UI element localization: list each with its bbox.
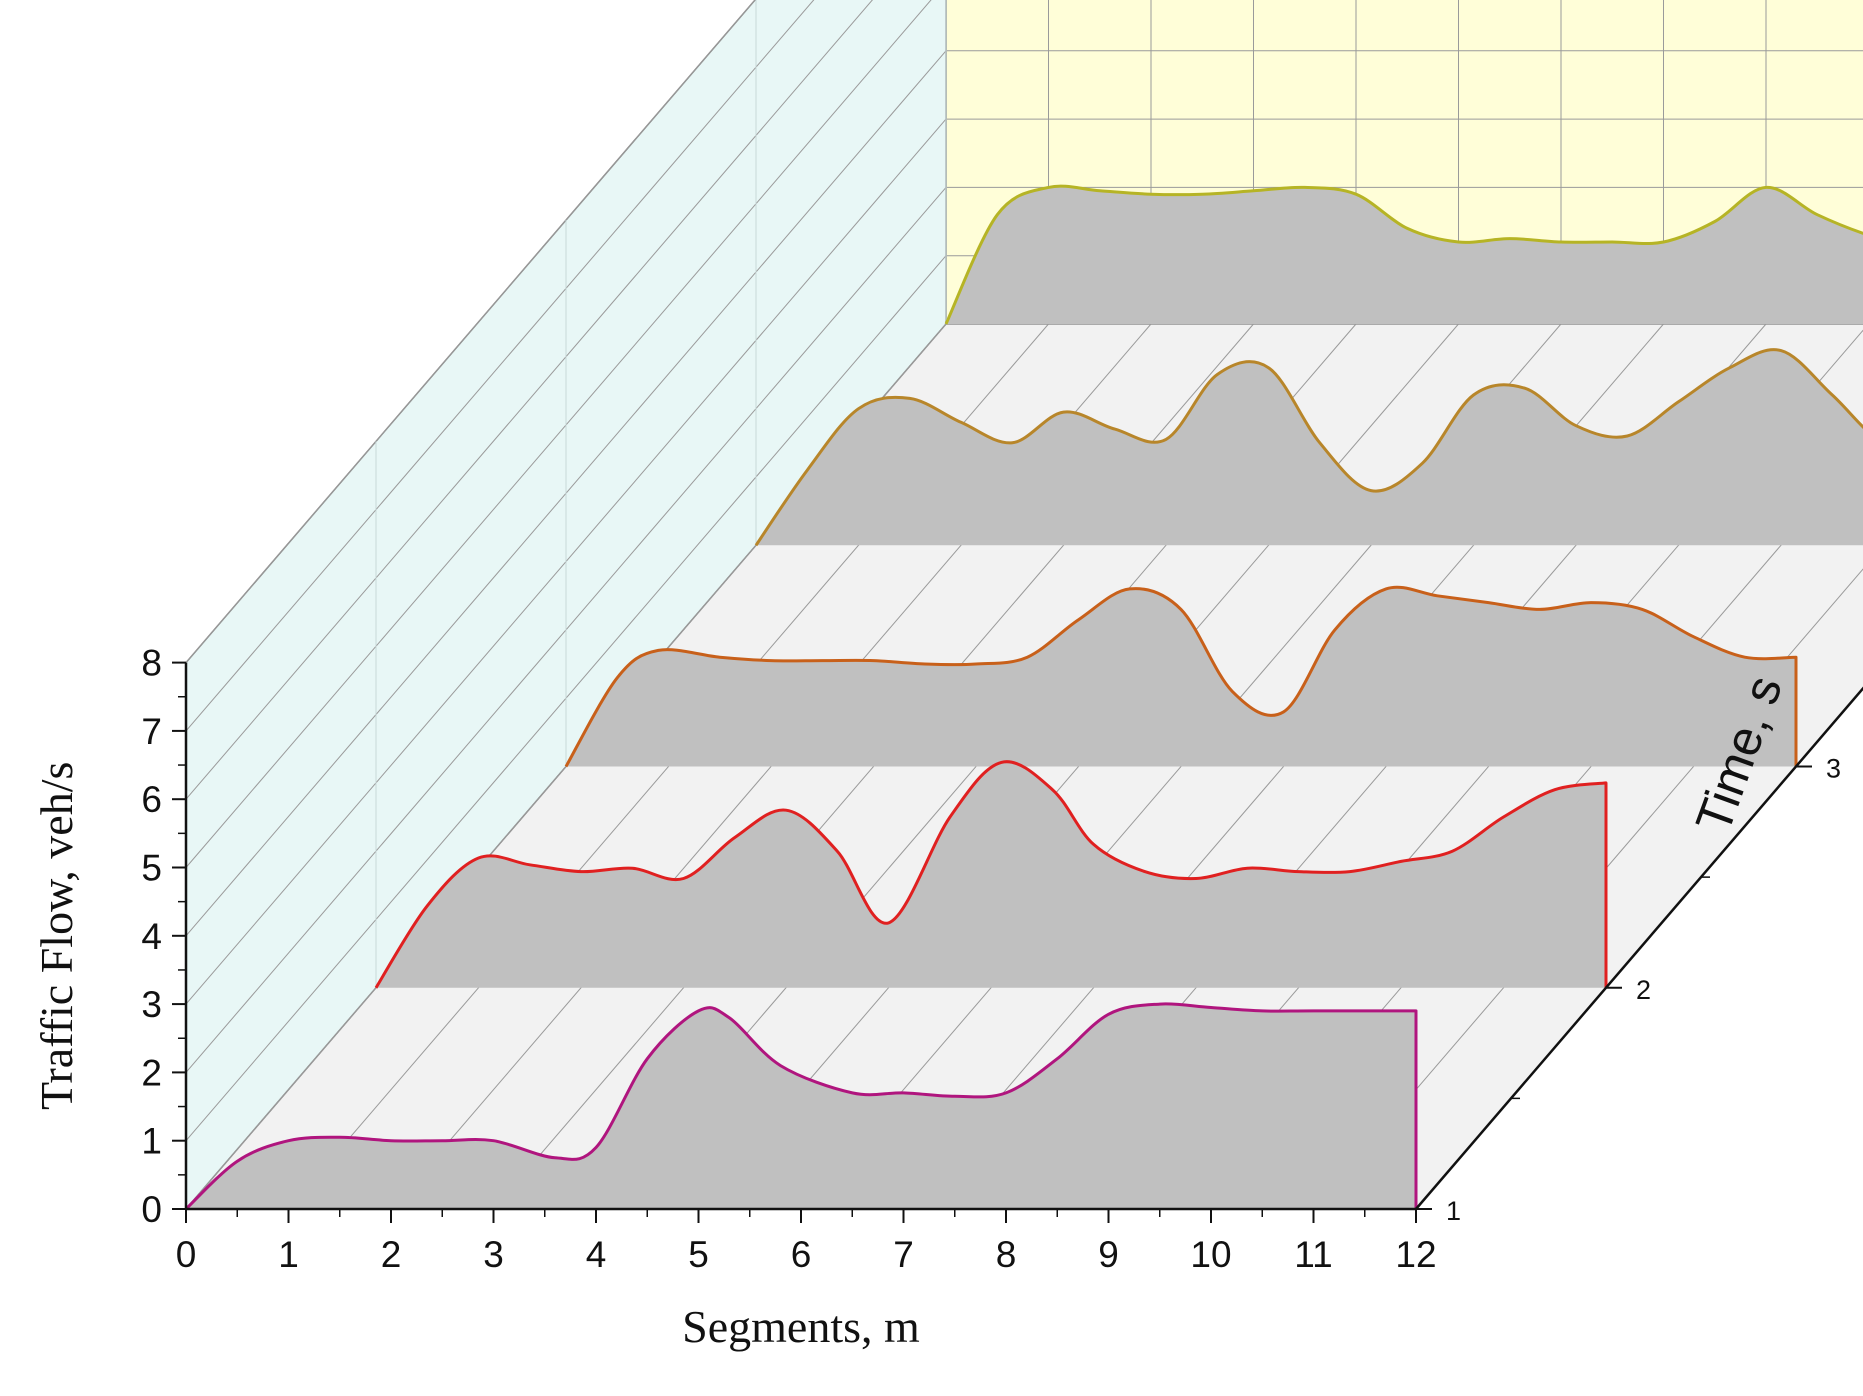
- y-axis-title: Traffic Flow, veh/s: [31, 762, 82, 1110]
- x-tick-label: 8: [996, 1234, 1017, 1275]
- x-axis-title: Segments, m: [682, 1301, 920, 1352]
- x-tick-label: 4: [586, 1234, 607, 1275]
- z-tick-label: 2: [1636, 975, 1651, 1005]
- y-tick-label: 6: [141, 779, 162, 820]
- x-tick-label: 0: [176, 1234, 197, 1275]
- y-tick-label: 2: [141, 1052, 162, 1093]
- y-tick-label: 1: [141, 1121, 162, 1162]
- x-tick-label: 10: [1190, 1234, 1231, 1275]
- x-tick-label: 9: [1098, 1234, 1119, 1275]
- y-tick-label: 5: [141, 848, 162, 889]
- y-tick-label: 7: [141, 711, 162, 752]
- y-tick-label: 8: [141, 643, 162, 684]
- y-tick-label: 4: [141, 916, 162, 957]
- x-tick-label: 12: [1395, 1234, 1436, 1275]
- x-tick-label: 1: [278, 1234, 299, 1275]
- x-tick-label: 6: [791, 1234, 812, 1275]
- x-tick-label: 7: [893, 1234, 914, 1275]
- x-tick-label: 11: [1294, 1234, 1332, 1275]
- z-tick-label: 1: [1446, 1196, 1461, 1226]
- y-tick-label: 3: [141, 984, 162, 1025]
- x-tick-label: 5: [688, 1234, 709, 1275]
- z-tick-label: 3: [1826, 754, 1841, 784]
- x-tick-label: 3: [483, 1234, 504, 1275]
- x-tick-label: 2: [381, 1234, 402, 1275]
- y-tick-label: 0: [141, 1189, 162, 1230]
